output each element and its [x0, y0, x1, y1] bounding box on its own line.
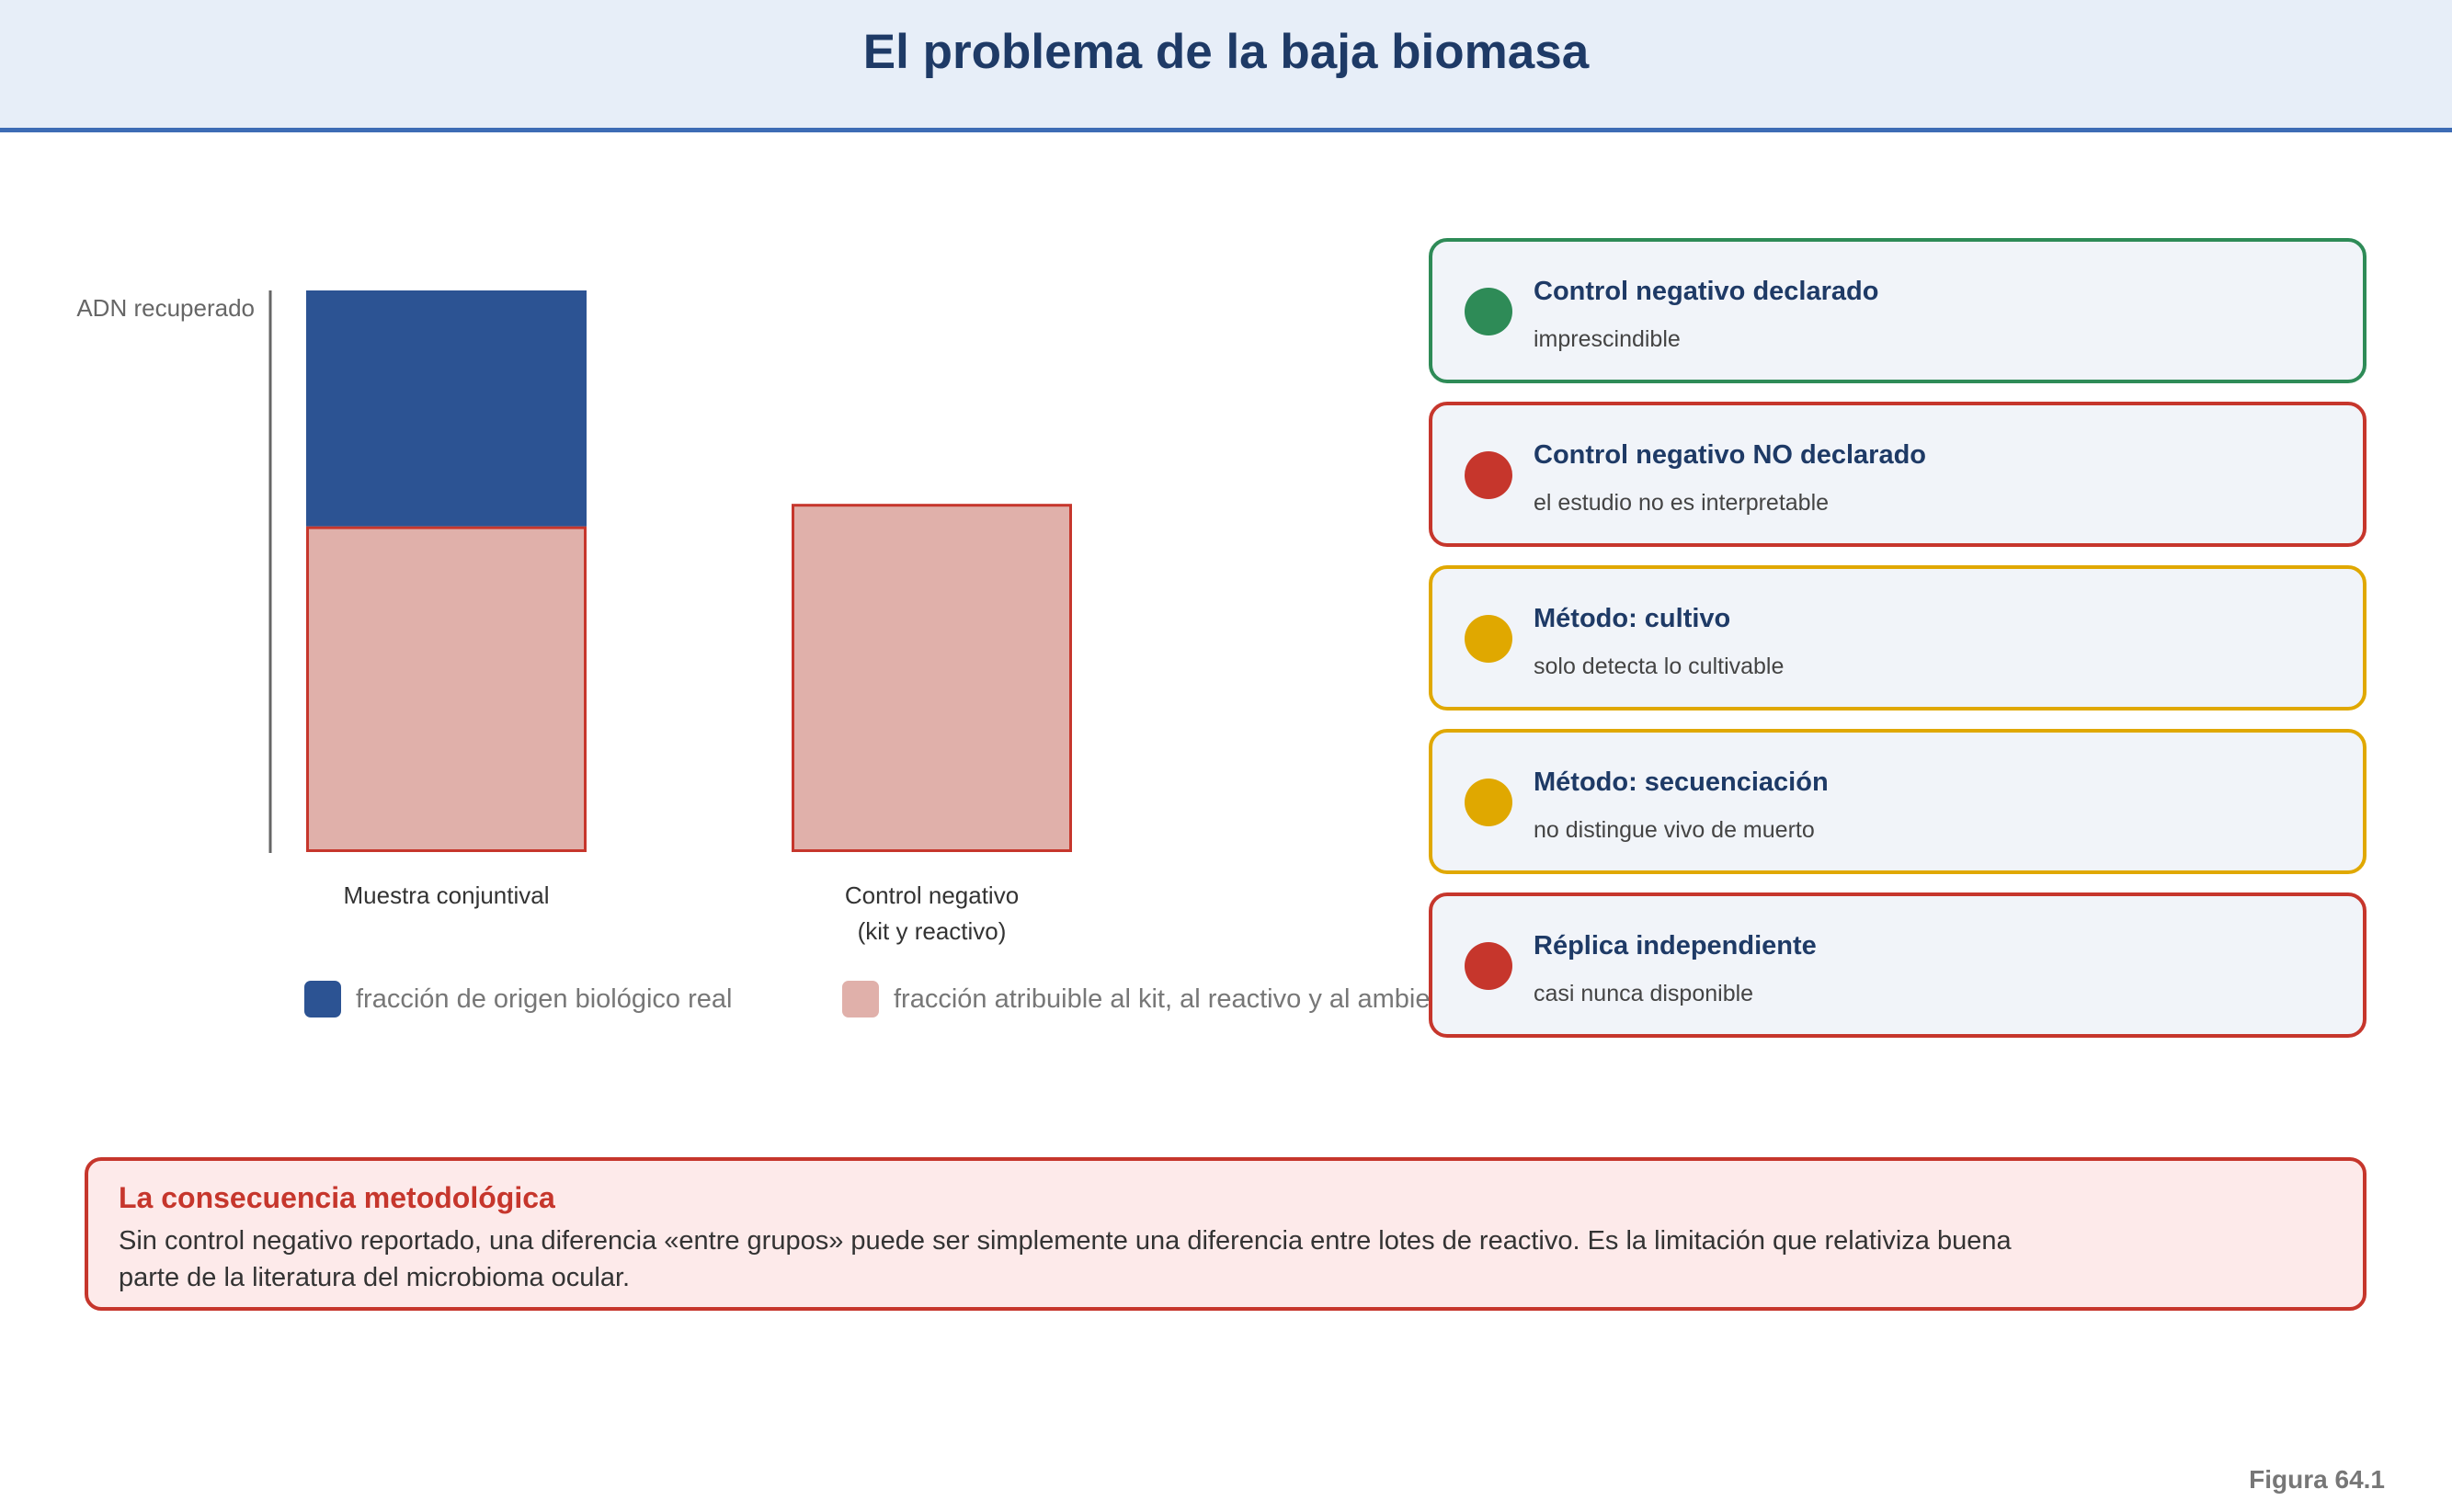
status-dot-icon: [1465, 779, 1512, 826]
card-subtitle: solo detecta lo cultivable: [1534, 654, 1785, 679]
card-negative-control-not-declared: Control negativo NO declarado el estudio…: [1429, 402, 2366, 547]
card-title: Réplica independiente: [1534, 931, 1817, 961]
card-subtitle: imprescindible: [1534, 326, 1681, 352]
card-method-sequencing: Método: secuenciación no distingue vivo …: [1429, 729, 2366, 874]
methodological-consequence-note: La consecuencia metodológica Sin control…: [85, 1157, 2366, 1311]
note-text: Sin control negativo reportado, una dife…: [119, 1226, 2012, 1292]
card-method-culture: Método: cultivo solo detecta lo cultivab…: [1429, 565, 2366, 711]
y-axis-label: ADN recuperado: [76, 294, 255, 322]
legend-label-biological: fracción de origen biológico real: [356, 984, 733, 1014]
x-tick-label: Muestra conjuntival: [344, 881, 550, 909]
card-title: Método: cultivo: [1534, 604, 1731, 633]
status-dot-icon: [1465, 451, 1512, 499]
header: El problema de la baja biomasa: [0, 0, 2452, 132]
chart-legend: fracción de origen biológico real fracci…: [304, 980, 1430, 1020]
x-labels-group: Muestra conjuntival Control negativo (kit …: [344, 881, 1020, 945]
card-negative-control-declared: Control negativo declarado imprescindibl…: [1429, 238, 2366, 383]
legend-swatch-contamination: [842, 981, 879, 1017]
bar-sample-contamination: [306, 526, 587, 852]
card-title: Control negativo declarado: [1534, 277, 1879, 306]
x-tick-label-sub: (kit y reactivo): [858, 917, 1007, 945]
bar-control-contamination: [792, 504, 1072, 852]
dna-stacked-bar-chart: ADN recuperado Muestra conjuntival Contro…: [76, 290, 1072, 945]
card-subtitle: casi nunca disponible: [1534, 981, 1754, 1006]
bar-sample-biological: [306, 290, 587, 527]
bars-group: [306, 290, 1072, 852]
page-title: El problema de la baja biomasa: [862, 25, 1590, 79]
figure-label: Figura 64.1: [2249, 1465, 2385, 1494]
card-title: Control negativo NO declarado: [1534, 440, 1926, 470]
legend-swatch-biological: [304, 981, 341, 1017]
card-subtitle: no distingue vivo de muerto: [1534, 817, 1815, 843]
status-dot-icon: [1465, 942, 1512, 990]
note-title: La consecuencia metodológica: [119, 1181, 555, 1214]
card-independent-replica: Réplica independiente casi nunca disponi…: [1429, 892, 2366, 1038]
legend-label-contamination: fracción atribuible al kit, al reactivo …: [894, 984, 1430, 1014]
status-dot-icon: [1465, 615, 1512, 663]
x-tick-label: Control negativo: [845, 881, 1019, 909]
status-dot-icon: [1465, 288, 1512, 335]
card-title: Método: secuenciación: [1534, 767, 1829, 797]
card-subtitle: el estudio no es interpretable: [1534, 490, 1830, 516]
